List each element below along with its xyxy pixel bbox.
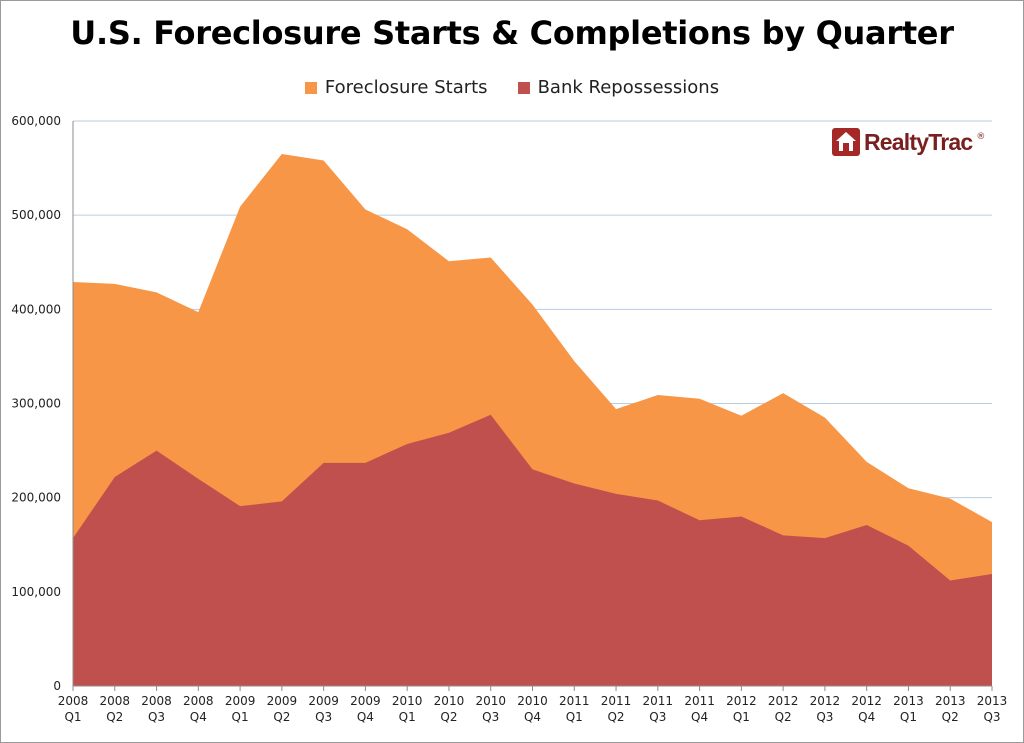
y-tick-label: 600,000 [11, 114, 61, 128]
x-tick-label-quarter: Q3 [649, 710, 666, 724]
x-tick-label-year: 2008 [99, 694, 130, 708]
x-tick-label-year: 2009 [267, 694, 298, 708]
y-tick-label: 500,000 [11, 208, 61, 222]
x-tick-label-quarter: Q1 [566, 710, 583, 724]
y-tick-label: 100,000 [11, 585, 61, 599]
x-tick-label-quarter: Q1 [733, 710, 750, 724]
x-tick-label-year: 2012 [810, 694, 841, 708]
x-tick-label-year: 2011 [559, 694, 590, 708]
x-tick-label-year: 2011 [601, 694, 632, 708]
x-tick-label-quarter: Q2 [273, 710, 290, 724]
x-tick-label-quarter: Q3 [315, 710, 332, 724]
x-tick-label-year: 2008 [183, 694, 214, 708]
x-tick-label-quarter: Q4 [524, 710, 541, 724]
x-tick-label-quarter: Q4 [858, 710, 875, 724]
x-tick-label-year: 2009 [225, 694, 256, 708]
chart-title: U.S. Foreclosure Starts & Completions by… [70, 14, 954, 52]
x-tick-label-quarter: Q2 [106, 710, 123, 724]
house-icon [832, 128, 860, 156]
x-tick-label-quarter: Q1 [399, 710, 416, 724]
y-tick-label: 0 [53, 679, 61, 693]
x-tick-label-year: 2012 [768, 694, 799, 708]
x-tick-label-quarter: Q4 [357, 710, 374, 724]
x-tick-label-year: 2012 [726, 694, 757, 708]
legend-label-starts: Foreclosure Starts [324, 77, 488, 98]
x-tick-label-year: 2013 [935, 694, 966, 708]
x-tick-label-quarter: Q3 [148, 710, 165, 724]
legend-label-repossessions: Bank Repossessions [537, 77, 720, 98]
registered-mark: ® [976, 132, 986, 142]
x-tick-label-year: 2012 [851, 694, 882, 708]
logo-text: RealtyTrac [864, 128, 973, 155]
x-tick-label-quarter: Q2 [942, 710, 959, 724]
legend-item-repossessions: Bank Repossessions [517, 77, 720, 98]
x-tick-label-quarter: Q1 [232, 710, 249, 724]
x-tick-label-quarter: Q2 [440, 710, 457, 724]
x-tick-label-year: 2010 [475, 694, 506, 708]
x-tick-label-year: 2011 [684, 694, 715, 708]
series-area-bank-repossessions [73, 414, 992, 686]
x-tick-label-quarter: Q2 [775, 710, 792, 724]
y-tick-label: 300,000 [11, 397, 61, 411]
x-tick-label-quarter: Q3 [983, 710, 1000, 724]
legend-swatch-repossessions [517, 81, 530, 94]
x-tick-label-quarter: Q3 [816, 710, 833, 724]
y-tick-label: 200,000 [11, 491, 61, 505]
x-tick-label-year: 2009 [308, 694, 339, 708]
legend-swatch-starts [304, 81, 317, 94]
x-tick-label-quarter: Q1 [64, 710, 81, 724]
x-tick-label-year: 2010 [434, 694, 465, 708]
legend-item-starts: Foreclosure Starts [304, 77, 488, 98]
x-tick-label-year: 2009 [350, 694, 381, 708]
x-tick-label-year: 2013 [977, 694, 1008, 708]
x-tick-label-year: 2008 [58, 694, 89, 708]
realtytrac-logo: RealtyTrac ® [832, 128, 985, 156]
x-tick-label-year: 2008 [141, 694, 172, 708]
x-tick-label-year: 2010 [392, 694, 423, 708]
x-tick-label-quarter: Q4 [691, 710, 708, 724]
x-tick-label-quarter: Q4 [190, 710, 207, 724]
y-tick-label: 400,000 [11, 302, 61, 316]
x-tick-label-quarter: Q3 [482, 710, 499, 724]
x-tick-label-year: 2013 [893, 694, 924, 708]
chart-legend: Foreclosure Starts Bank Repossessions [0, 77, 1024, 98]
x-tick-label-year: 2010 [517, 694, 548, 708]
x-tick-label-year: 2011 [643, 694, 674, 708]
x-tick-label-quarter: Q1 [900, 710, 917, 724]
x-tick-label-quarter: Q2 [607, 710, 624, 724]
